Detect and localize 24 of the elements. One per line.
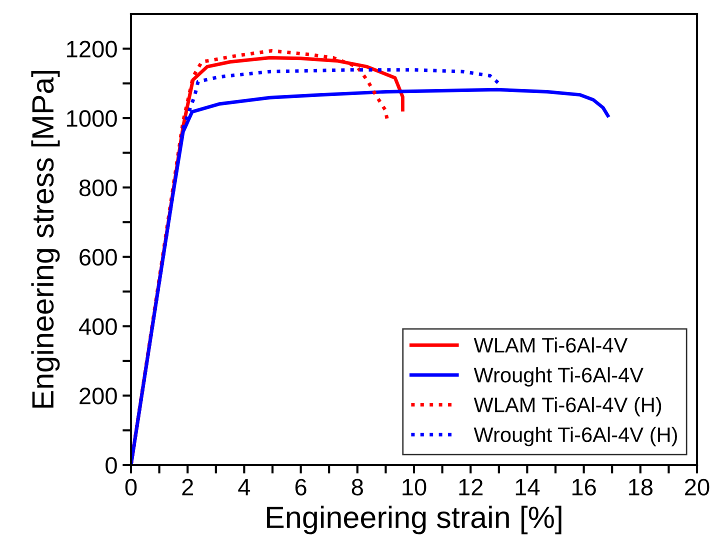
y-tick-label: 400 [78,318,117,336]
x-tick-label: 12 [459,478,483,496]
y-tick-label: 800 [79,180,117,196]
x-tick-label: 8 [352,478,363,496]
legend-label: WLAM Ti-6Al-4V (H) [474,396,662,416]
legend-label: WLAM Ti-6Al-4V [474,337,628,353]
y-tick-label: 0 [106,457,117,474]
x-tick-label: 2 [182,478,193,496]
y-axis-title: Engineering stress [MPa] [31,70,60,408]
x-axis-title: Engineering strain [%] [267,506,562,534]
x-tick-label: 4 [238,479,250,496]
x-tick-label: 6 [295,478,306,496]
y-tick-label: 200 [80,388,117,404]
x-tick-label: 20 [685,478,710,496]
legend-label: Wrought Ti-6Al-4V (H) [474,426,677,446]
x-tick-label: 18 [629,478,653,496]
y-tick-label: 600 [80,248,117,266]
x-tick-label: 16 [572,478,596,496]
legend-label: Wrought Ti-6Al-4V [474,367,644,387]
y-tick-label: 1000 [67,110,117,127]
y-tick-label: 1200 [67,40,117,58]
x-tick-label: 10 [402,478,426,496]
x-tick-label: 0 [125,478,137,496]
x-tick-label: 14 [516,479,540,496]
